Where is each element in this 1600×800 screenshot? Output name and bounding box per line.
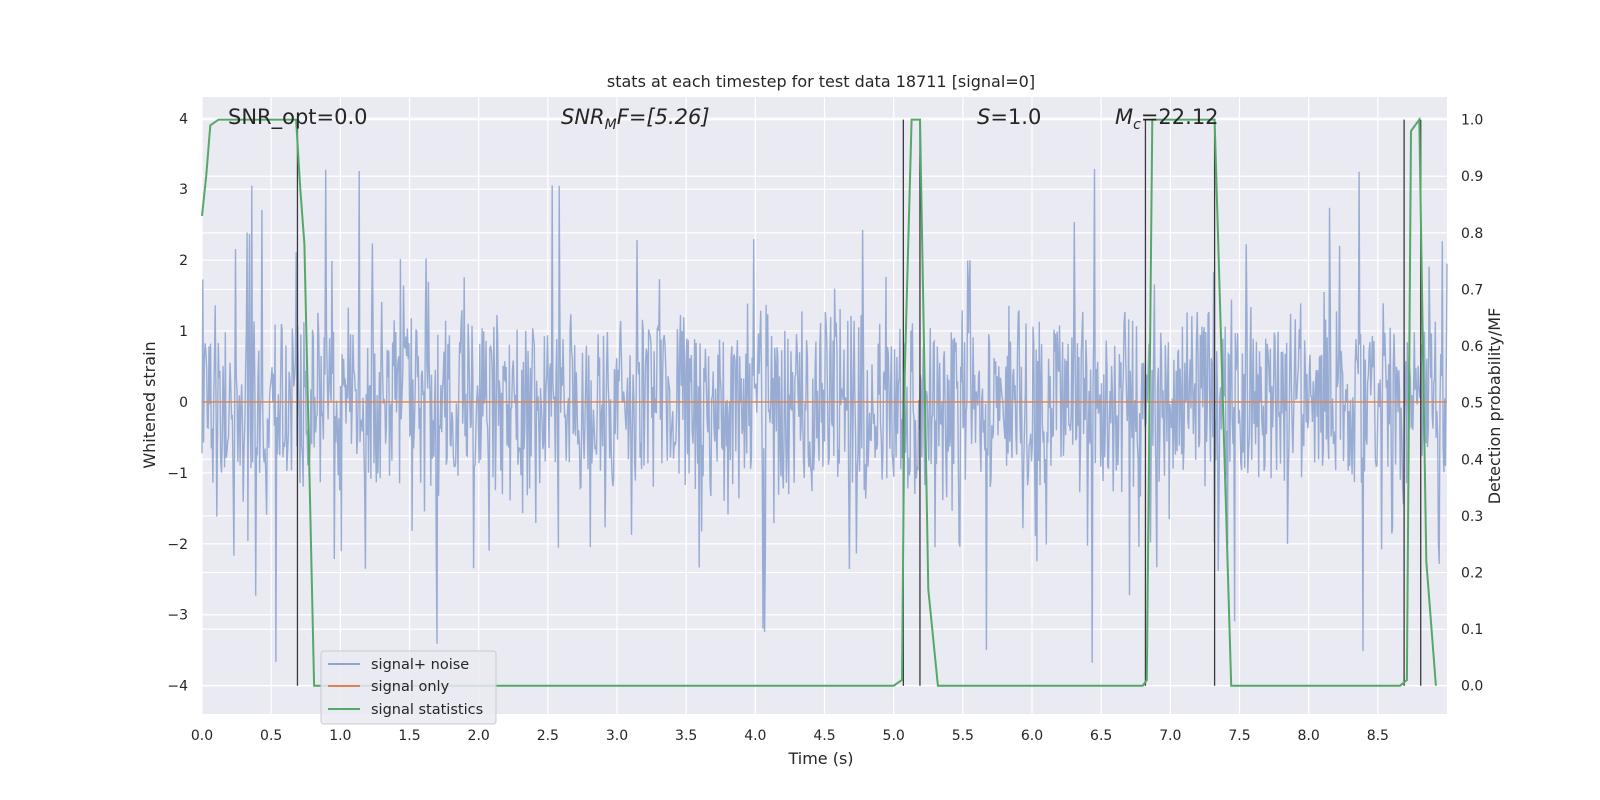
legend-label-signal: signal only — [371, 679, 450, 695]
x-tick-label: 0.5 — [260, 728, 282, 744]
legend-box — [320, 650, 497, 725]
y-tick-label: −2 — [167, 537, 188, 553]
noise-trace — [201, 168, 1448, 663]
x-tick-label: 8.5 — [1367, 728, 1389, 744]
y2-tick-label: 0.6 — [1461, 339, 1483, 355]
y2-tick-label: 0.1 — [1461, 622, 1483, 638]
x-tick-label: 1.0 — [329, 728, 351, 744]
y2-tick-label: 0.4 — [1461, 452, 1483, 468]
y-tick-label: −4 — [167, 679, 188, 695]
y2-axis-ticks: 1.0 0.9 0.8 0.7 0.6 0.5 0.4 0.3 0.2 0.1 0.0 — [1461, 113, 1483, 695]
x-tick-label: 4.0 — [744, 728, 766, 744]
y2-tick-label: 0.5 — [1461, 396, 1483, 412]
x-tick-label: 0.0 — [191, 728, 213, 744]
x-tick-label: 8.0 — [1298, 728, 1320, 744]
y-tick-label: 2 — [179, 253, 188, 269]
y-tick-label: 1 — [179, 324, 188, 340]
y2-tick-label: 0.7 — [1461, 282, 1483, 298]
x-tick-label: 2.0 — [468, 728, 490, 744]
x-axis-ticks: 0.0 0.5 1.0 1.5 2.0 2.5 3.0 3.5 4.0 4.5 5.0 5.5 6.0 6… — [191, 728, 1389, 744]
y2-tick-label: 1.0 — [1461, 113, 1483, 129]
y-tick-label: 4 — [179, 111, 188, 127]
y-axis-label: Whitened strain — [140, 341, 159, 468]
y2-axis-label: Detection probability/MF — [1485, 308, 1504, 505]
series-signal-noise — [201, 168, 1448, 663]
y-axis-ticks: 4 3 2 1 0 −1 −2 −3 −4 — [167, 111, 188, 694]
statistics-line — [201, 116, 1437, 687]
x-tick-label: 6.0 — [1021, 728, 1043, 744]
x-tick-label: 5.0 — [883, 728, 905, 744]
annotation-snr-opt: SNR_opt=0.0 — [228, 105, 368, 130]
y2-tick-label: 0.2 — [1461, 565, 1483, 581]
y-tick-label: −1 — [167, 466, 188, 482]
annotation-snr-mf: SNRMF=[5.26] — [561, 105, 710, 133]
y-tick-label: 0 — [179, 395, 188, 411]
y2-tick-label: 0.9 — [1461, 169, 1483, 185]
y2-tick-label: 0.3 — [1461, 509, 1483, 525]
y-tick-label: −3 — [167, 608, 188, 624]
x-axis-label: Time (s) — [787, 749, 853, 768]
annotation-s: S=1.0 — [977, 105, 1041, 129]
y2-tick-label: 0.0 — [1461, 679, 1483, 695]
y2-tick-label: 0.8 — [1461, 226, 1483, 242]
x-tick-label: 6.5 — [1090, 728, 1112, 744]
x-tick-label: 3.0 — [606, 728, 628, 744]
x-tick-label: 2.5 — [537, 728, 559, 744]
legend: signal+ noise signal only signal statist… — [320, 650, 497, 725]
series-signal-statistics — [201, 116, 1437, 687]
x-tick-label: 3.5 — [675, 728, 697, 744]
x-tick-label: 7.5 — [1228, 728, 1250, 744]
x-tick-label: 1.5 — [398, 728, 420, 744]
x-tick-label: 5.5 — [952, 728, 974, 744]
legend-label-stats: signal statistics — [371, 702, 483, 718]
x-tick-label: 7.0 — [1159, 728, 1181, 744]
chart-title: stats at each timestep for test data 187… — [607, 72, 1035, 91]
legend-label-noise: signal+ noise — [371, 657, 469, 673]
annotation-mc: Mc=22.12 — [1115, 105, 1219, 133]
y-tick-label: 3 — [179, 182, 188, 198]
x-tick-label: 4.5 — [813, 728, 835, 744]
